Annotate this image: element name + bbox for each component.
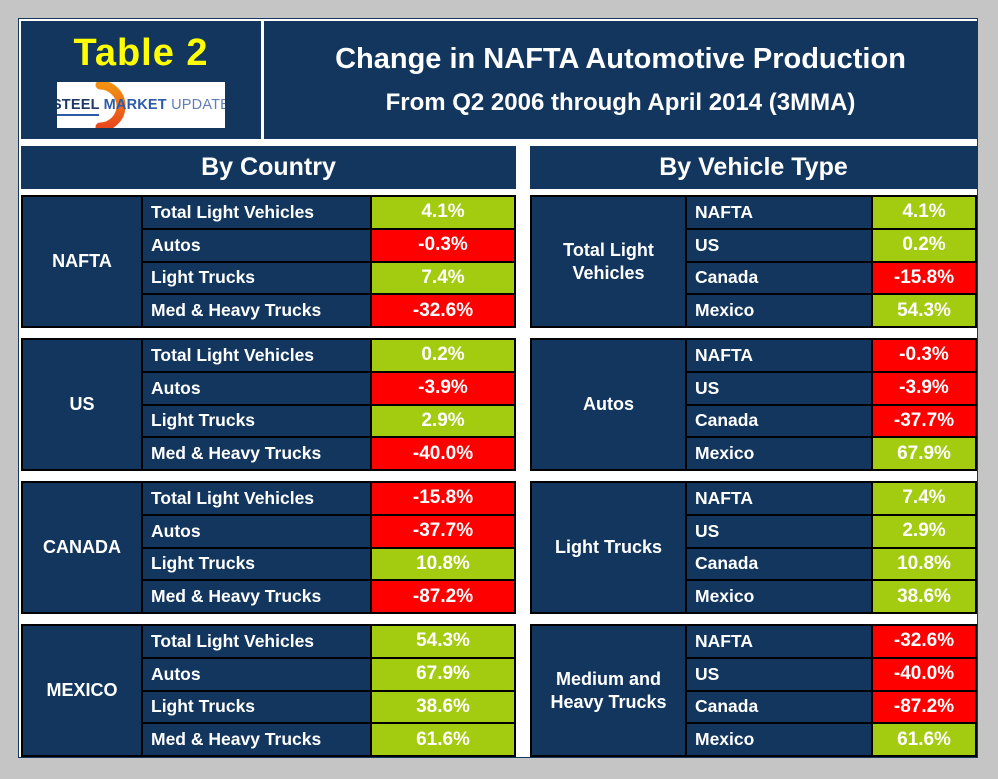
value-cell: 61.6% — [372, 724, 514, 755]
value-cell: -40.0% — [873, 658, 975, 690]
value-cell: 4.1% — [372, 197, 514, 228]
logo-text: STEEL MARKET UPDATE — [57, 97, 225, 116]
chart-subtitle: From Q2 2006 through April 2014 (3MMA) — [385, 89, 856, 117]
table-sheet: Table 2 STEEL MARKET UPDATE Change in NA… — [18, 18, 978, 758]
metric-label-cell: Canada — [687, 548, 871, 580]
metric-label-cell: US — [687, 229, 871, 261]
logo-word-steel: STEEL — [57, 97, 100, 116]
value-cell: 4.1% — [873, 197, 975, 228]
steel-market-update-logo: STEEL MARKET UPDATE — [57, 82, 225, 128]
value-cell: -37.7% — [873, 405, 975, 437]
group-type-light-trucks: Light Trucks NAFTA 7.4% US 2.9% Canada 1… — [530, 481, 977, 614]
metric-label-cell: Canada — [687, 691, 871, 723]
value-cell: 54.3% — [873, 295, 975, 326]
metric-label-cell: Autos — [143, 229, 370, 261]
metric-label-cell: Med & Heavy Trucks — [143, 724, 370, 755]
value-cell: -37.7% — [372, 515, 514, 547]
logo-crescent-icon — [95, 82, 126, 128]
logo-word-update: UPDATE — [171, 97, 225, 113]
metric-label-cell: Total Light Vehicles — [143, 483, 370, 514]
metric-label-cell: Autos — [143, 515, 370, 547]
value-cell: -0.3% — [873, 340, 975, 371]
metric-label-cell: Canada — [687, 262, 871, 294]
group-type-autos: Autos NAFTA -0.3% US -3.9% Canada -37.7%… — [530, 338, 977, 471]
metric-label-cell: Med & Heavy Trucks — [143, 581, 370, 612]
value-cell: 2.9% — [372, 405, 514, 437]
metric-label-cell: Autos — [143, 372, 370, 404]
metric-label-cell: Total Light Vehicles — [143, 626, 370, 657]
value-cell: -32.6% — [372, 295, 514, 326]
value-cell: -40.0% — [372, 438, 514, 469]
metric-label-cell: Light Trucks — [143, 405, 370, 437]
banner-left-cell: Table 2 STEEL MARKET UPDATE — [21, 21, 261, 139]
group-label-cell: NAFTA — [23, 197, 141, 326]
metric-label-cell: US — [687, 658, 871, 690]
metric-label-cell: Light Trucks — [143, 548, 370, 580]
value-cell: 0.2% — [873, 229, 975, 261]
metric-label-cell: Light Trucks — [143, 691, 370, 723]
metric-label-cell: Mexico — [687, 724, 871, 755]
metric-label-cell: Med & Heavy Trucks — [143, 295, 370, 326]
value-cell: -15.8% — [873, 262, 975, 294]
metric-label-cell: NAFTA — [687, 626, 871, 657]
group-country-nafta: NAFTA Total Light Vehicles 4.1% Autos -0… — [21, 195, 516, 328]
metric-label-cell: Mexico — [687, 295, 871, 326]
metric-label-cell: Total Light Vehicles — [143, 197, 370, 228]
value-cell: -3.9% — [372, 372, 514, 404]
value-cell: 67.9% — [372, 658, 514, 690]
value-cell: 61.6% — [873, 724, 975, 755]
metric-label-cell: US — [687, 515, 871, 547]
group-label-cell: CANADA — [23, 483, 141, 612]
group-country-mexico: MEXICO Total Light Vehicles 54.3% Autos … — [21, 624, 516, 757]
group-country-canada: CANADA Total Light Vehicles -15.8% Autos… — [21, 481, 516, 614]
metric-label-cell: NAFTA — [687, 197, 871, 228]
metric-label-cell: Total Light Vehicles — [143, 340, 370, 371]
banner-title-cell: Change in NAFTA Automotive Production Fr… — [264, 21, 977, 139]
value-cell: 10.8% — [372, 548, 514, 580]
group-label-cell: Total Light Vehicles — [532, 197, 685, 326]
table-number-label: Table 2 — [73, 32, 209, 74]
chart-title: Change in NAFTA Automotive Production — [335, 42, 906, 75]
value-cell: -0.3% — [372, 229, 514, 261]
value-cell: 0.2% — [372, 340, 514, 371]
value-cell: -32.6% — [873, 626, 975, 657]
value-cell: 2.9% — [873, 515, 975, 547]
metric-label-cell: Autos — [143, 658, 370, 690]
value-cell: 7.4% — [372, 262, 514, 294]
metric-label-cell: US — [687, 372, 871, 404]
logo-word-market: MARKET — [103, 97, 167, 113]
value-cell: 67.9% — [873, 438, 975, 469]
group-type-medium-heavy-trucks: Medium and Heavy Trucks NAFTA -32.6% US … — [530, 624, 977, 757]
value-cell: -15.8% — [372, 483, 514, 514]
metric-label-cell: NAFTA — [687, 483, 871, 514]
group-label-cell: Light Trucks — [532, 483, 685, 612]
value-cell: 10.8% — [873, 548, 975, 580]
value-cell: -87.2% — [873, 691, 975, 723]
group-label-cell: Medium and Heavy Trucks — [532, 626, 685, 755]
group-label-cell: US — [23, 340, 141, 469]
value-cell: -87.2% — [372, 581, 514, 612]
value-cell: 54.3% — [372, 626, 514, 657]
group-label-cell: MEXICO — [23, 626, 141, 755]
value-cell: -3.9% — [873, 372, 975, 404]
value-cell: 38.6% — [873, 581, 975, 612]
section-header-by-vehicle-type: By Vehicle Type — [530, 146, 977, 189]
value-cell: 7.4% — [873, 483, 975, 514]
value-cell: 38.6% — [372, 691, 514, 723]
metric-label-cell: Light Trucks — [143, 262, 370, 294]
metric-label-cell: Canada — [687, 405, 871, 437]
section-header-by-country: By Country — [21, 146, 516, 189]
group-type-total-light-vehicles: Total Light Vehicles NAFTA 4.1% US 0.2% … — [530, 195, 977, 328]
group-label-cell: Autos — [532, 340, 685, 469]
metric-label-cell: Mexico — [687, 438, 871, 469]
metric-label-cell: NAFTA — [687, 340, 871, 371]
metric-label-cell: Mexico — [687, 581, 871, 612]
metric-label-cell: Med & Heavy Trucks — [143, 438, 370, 469]
group-country-us: US Total Light Vehicles 0.2% Autos -3.9%… — [21, 338, 516, 471]
